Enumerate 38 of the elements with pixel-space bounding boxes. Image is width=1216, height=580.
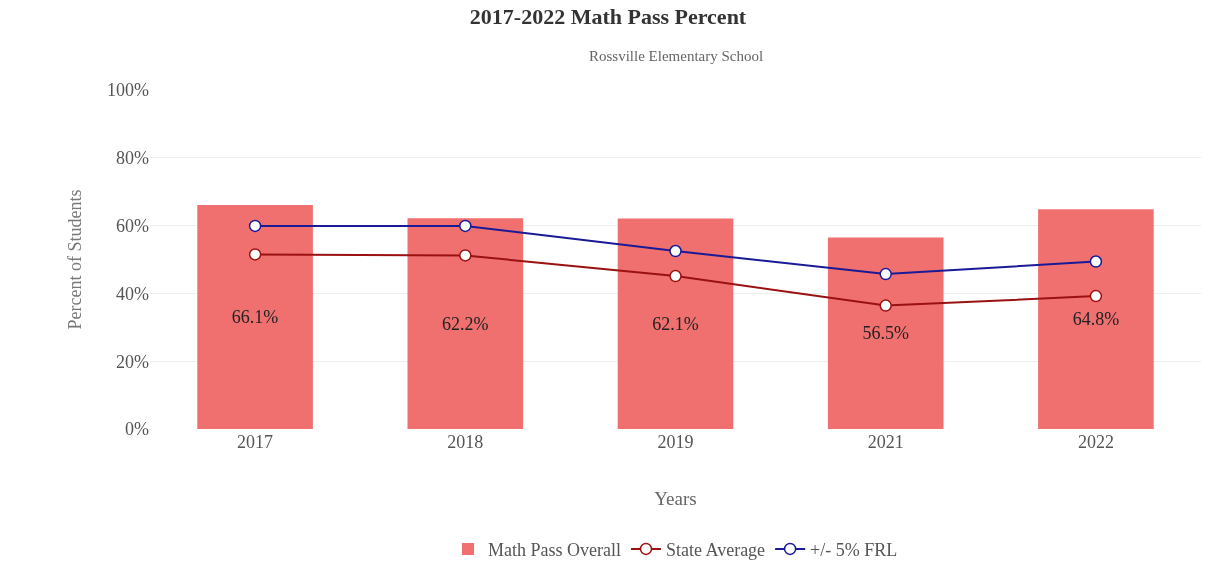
- data-label: 56.5%: [862, 323, 909, 344]
- bar: [197, 204, 313, 429]
- x-tick-label: 2019: [657, 432, 694, 452]
- point: [669, 244, 682, 258]
- x-tick-label: 2017: [237, 432, 274, 452]
- data-label: 66.1%: [231, 306, 279, 327]
- point: [459, 219, 472, 233]
- point: [1089, 289, 1103, 303]
- point: [248, 248, 262, 261]
- y-tick-label: 40%: [116, 283, 149, 304]
- chart-subtitle: Rossville Elementary School: [589, 48, 764, 64]
- x-tick-label: 2021: [867, 432, 904, 452]
- data-label: 64.8%: [1072, 309, 1120, 330]
- point: [879, 267, 892, 281]
- x-tick-label: 2018: [447, 432, 484, 452]
- chart-title: 2017-2022 Math Pass Percent: [469, 4, 747, 30]
- x-tick-label: 2022: [1077, 432, 1114, 452]
- data-label: 62.2%: [442, 313, 489, 334]
- y-tick-label: 0%: [125, 419, 149, 440]
- x-axis-title: Years: [654, 487, 697, 509]
- point: [879, 299, 892, 312]
- point: [1089, 255, 1103, 268]
- point: [669, 269, 682, 283]
- bar: [1038, 209, 1154, 429]
- y-axis-title: Percent of Students: [65, 189, 86, 330]
- bar: [617, 218, 734, 429]
- point: [248, 219, 262, 233]
- data-label: 62.1%: [652, 313, 699, 334]
- legend-label: +/- 5% FRL: [810, 539, 898, 560]
- y-tick-label: 20%: [116, 351, 149, 372]
- y-tick-label: 100%: [107, 80, 149, 101]
- bar: [407, 218, 524, 429]
- y-tick-label: 80%: [116, 148, 149, 169]
- bar: [827, 237, 944, 429]
- y-tick-label: 60%: [116, 215, 149, 236]
- legend-label: Math Pass Overall: [488, 539, 621, 560]
- point: [459, 249, 472, 262]
- legend-label: State Average: [665, 539, 766, 560]
